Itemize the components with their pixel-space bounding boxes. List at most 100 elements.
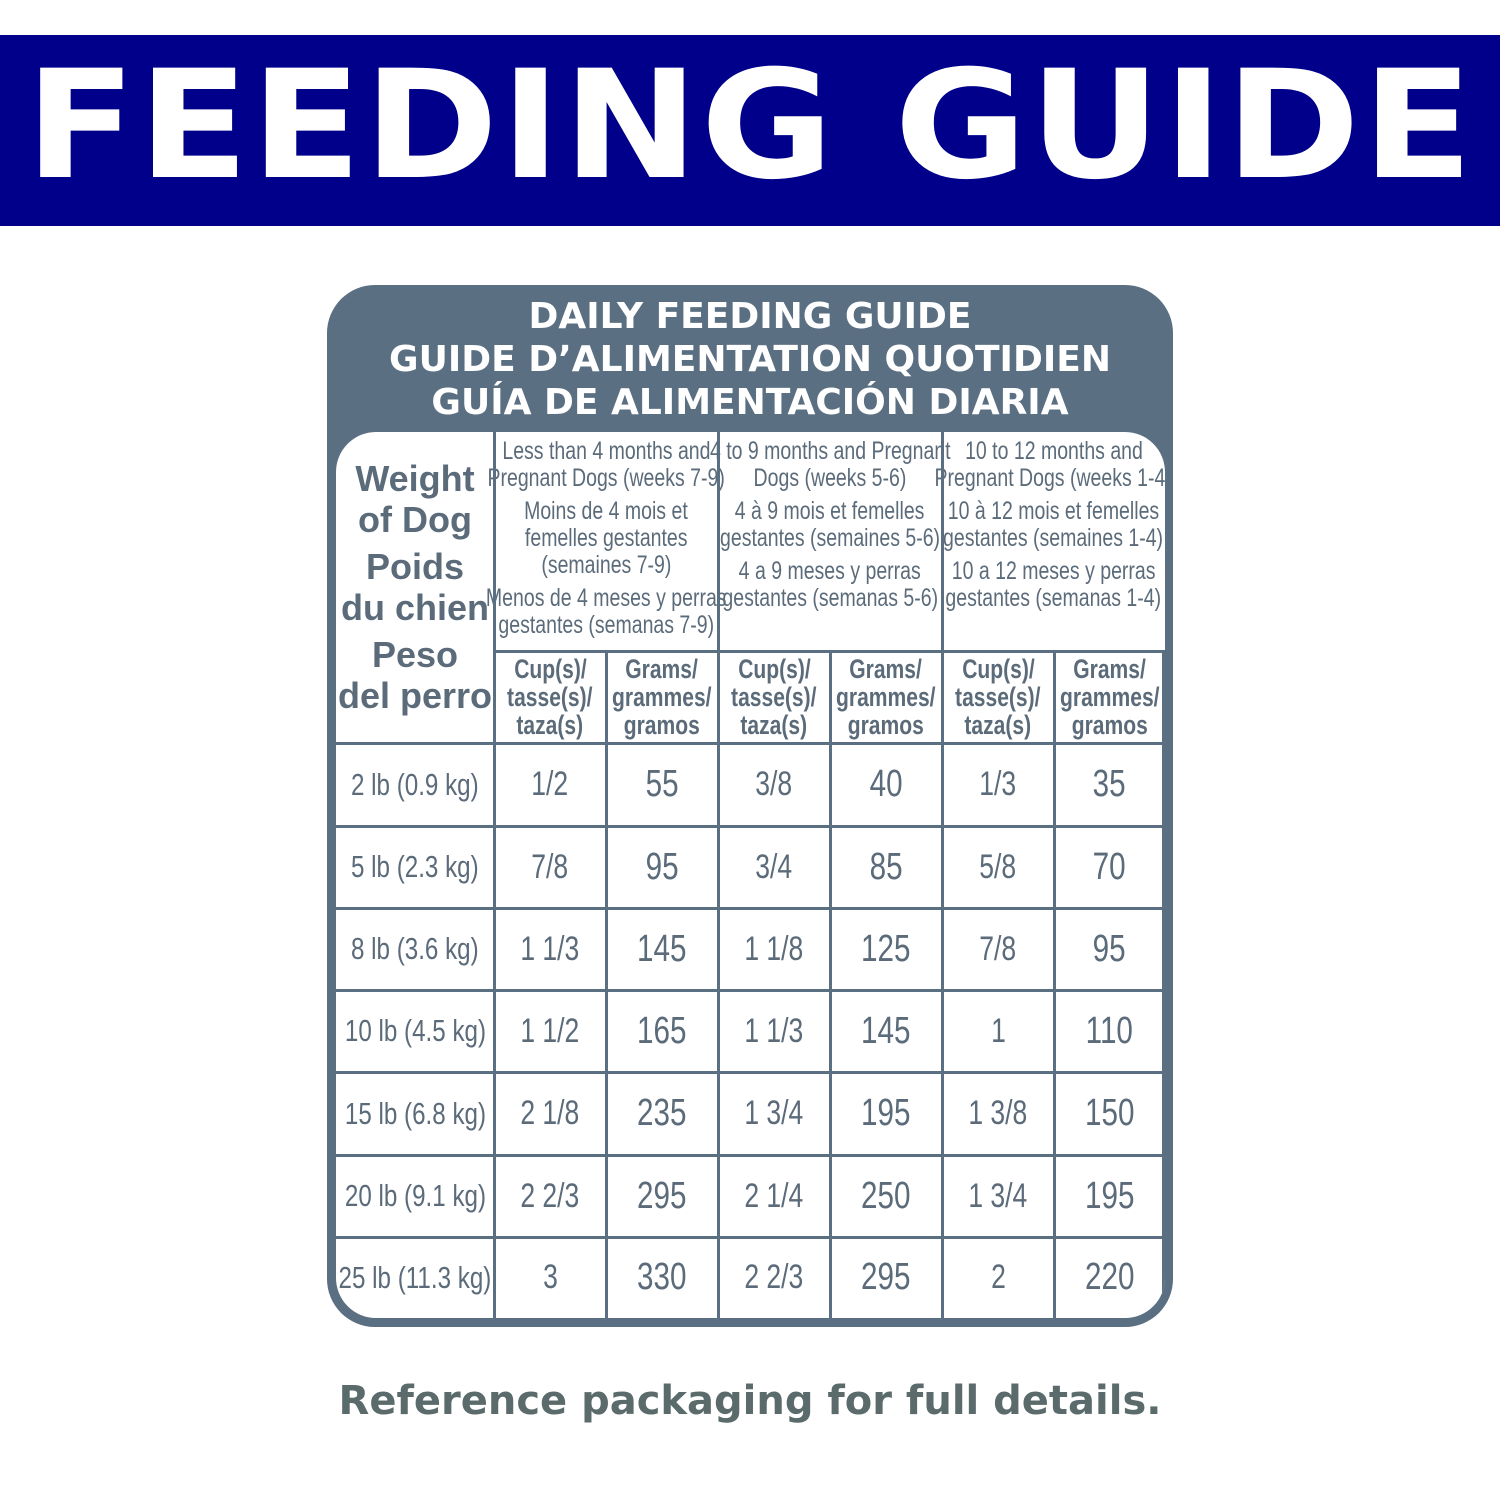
weight-cell: 8 lb (3.6 kg) — [336, 908, 494, 990]
unit-line: Cup(s)/ — [728, 655, 821, 683]
age-group-text: 10 to 12 months and — [964, 437, 1143, 465]
grams-value: 145 — [637, 927, 687, 970]
unit-text: Cup(s)/ — [961, 653, 1035, 684]
age-group-line: Less than 4 months and — [454, 438, 758, 465]
age-group-en: Less than 4 months and Pregnant Dogs (wee… — [454, 438, 758, 492]
weight-value: 20 lb (9.1 kg) — [344, 1178, 486, 1213]
grams-value: 250 — [861, 1174, 911, 1217]
cups-value: 5/8 — [979, 847, 1017, 886]
grams-unit-header: Grams/grammes/gramos — [606, 650, 718, 743]
grams-cell: 40 — [830, 743, 942, 826]
weight-header-line: Peso — [371, 633, 459, 675]
grams-value: 195 — [861, 1092, 911, 1134]
cups-unit-header: Cup(s)/tasse(s)/taza(s) — [494, 650, 606, 743]
age-group-es: 4 a 9 meses y perras gestantes (semanas 5… — [692, 558, 969, 612]
cups-cell: 1/3 — [942, 743, 1054, 826]
unit-text: gramos — [1071, 709, 1148, 740]
age-group-line: 4 to 9 months and Pregnant — [676, 438, 985, 465]
weight-of-dog-header: Weight of Dog Poids du chien Peso del perro — [336, 432, 494, 743]
grams-value: 40 — [869, 763, 903, 805]
cups-cell: 1/2 — [494, 743, 606, 826]
row-divider — [336, 989, 1165, 992]
age-group-line: gestantes (semaines 5-6) — [689, 525, 971, 552]
weight-header-group: Peso del perro — [338, 634, 492, 716]
cups-value: 1 — [990, 1011, 1006, 1050]
grams-cell: 95 — [606, 826, 718, 908]
age-group-header: Less than 4 months and Pregnant Dogs (wee… — [486, 432, 727, 650]
cups-cell: 1 3/4 — [718, 1072, 830, 1155]
grams-value: 195 — [1084, 1174, 1135, 1217]
cups-cell: 2 2/3 — [718, 1237, 830, 1318]
cups-cell: 1 1/3 — [494, 908, 606, 990]
grams-cell: 95 — [1054, 908, 1165, 990]
weight-value: 10 lb (4.5 kg) — [344, 1013, 486, 1048]
grams-cell: 70 — [1054, 826, 1165, 908]
age-group-line: gestantes (semanas 1-4) — [915, 585, 1165, 612]
banner-title: FEEDING GUIDE — [25, 38, 1475, 213]
weight-value: 8 lb (3.6 kg) — [351, 931, 479, 966]
unit-text: gramos — [847, 709, 925, 740]
weight-cell: 25 lb (11.3 kg) — [336, 1237, 494, 1318]
age-group-line: gestantes (semaines 1-4) — [912, 525, 1165, 552]
unit-line: Grams/ — [1063, 655, 1156, 683]
cups-value: 1 1/3 — [520, 929, 580, 968]
age-group-fr: 4 à 9 mois et femelles gestantes (semaine… — [689, 498, 971, 552]
grams-cell: 35 — [1054, 743, 1165, 826]
age-group-text: Moins de 4 mois et — [524, 497, 688, 525]
grams-value: 55 — [645, 763, 679, 805]
cups-value: 1/2 — [531, 765, 569, 803]
grams-cell: 220 — [1054, 1237, 1165, 1318]
unit-text: Grams/ — [849, 653, 923, 684]
grams-cell: 295 — [830, 1237, 942, 1318]
column-divider — [493, 432, 496, 1318]
weight-header-group: Weight of Dog — [355, 458, 474, 540]
weight-cell: 2 lb (0.9 kg) — [336, 743, 494, 826]
grams-cell: 150 — [1054, 1072, 1165, 1155]
cups-cell: 1 3/4 — [942, 1155, 1054, 1237]
feeding-guide-banner: FEEDING GUIDE — [0, 35, 1500, 226]
unit-line: tasse(s)/ — [719, 683, 829, 711]
table-title-en: DAILY FEEDING GUIDE — [528, 296, 972, 337]
column-divider — [605, 650, 608, 1318]
cups-value: 1 3/4 — [744, 1094, 804, 1132]
cups-value: 2 2/3 — [520, 1176, 580, 1215]
cups-value: 1 1/8 — [744, 929, 804, 968]
age-group-text: 10 à 12 mois et femelles — [947, 497, 1160, 525]
age-group-text: Dogs (weeks 5-6) — [753, 464, 907, 492]
age-group-header: 10 to 12 months and Pregnant Dogs (weeks … — [935, 432, 1165, 650]
cups-cell: 2 1/4 — [718, 1155, 830, 1237]
unit-text: grammes/ — [836, 681, 936, 712]
cups-cell: 7/8 — [494, 826, 606, 908]
age-group-text: Menos de 4 meses y perras — [485, 584, 727, 612]
cups-cell: 1 3/8 — [942, 1072, 1054, 1155]
grams-value: 70 — [1093, 845, 1126, 888]
weight-cell: 5 lb (2.3 kg) — [336, 826, 494, 908]
cups-value: 1 3/4 — [968, 1176, 1028, 1215]
age-group-text: femelles gestantes — [524, 524, 688, 552]
unit-text: Grams/ — [1073, 653, 1146, 684]
weight-cell: 20 lb (9.1 kg) — [336, 1155, 494, 1237]
cups-cell: 1 1/3 — [718, 990, 830, 1072]
age-group-line: gestantes (semanas 5-6) — [692, 585, 969, 612]
age-group-text: 10 a 12 meses y perras — [951, 557, 1156, 585]
unit-text: gramos — [623, 709, 701, 740]
age-group-text: Less than 4 months and — [501, 437, 711, 465]
cups-cell: 3 — [494, 1237, 606, 1318]
age-group-text: Pregnant Dogs (weeks 1-4) — [934, 464, 1165, 492]
age-group-line: 10 a 12 meses y perras — [915, 558, 1165, 585]
unit-line: grammes/ — [822, 683, 950, 711]
age-group-es: Menos de 4 meses y perras gestantes (sema… — [452, 585, 760, 639]
row-divider — [336, 742, 1165, 745]
grams-cell: 195 — [1054, 1155, 1165, 1237]
age-group-text: gestantes (semanas 1-4) — [945, 584, 1162, 612]
table-title-es: GUÍA DE ALIMENTACIÓN DIARIA — [431, 382, 1069, 423]
cups-value: 1/3 — [979, 765, 1017, 803]
grams-cell: 55 — [606, 743, 718, 826]
age-group-fr: Moins de 4 mois et femelles gestantes (sem… — [501, 498, 711, 579]
weight-cell: 15 lb (6.8 kg) — [336, 1072, 494, 1155]
grams-cell: 125 — [830, 908, 942, 990]
age-group-text: 4 à 9 mois et femelles — [735, 497, 925, 525]
age-group-line: 4 a 9 meses y perras — [692, 558, 969, 585]
grams-value: 330 — [637, 1256, 687, 1298]
grams-unit-header: Grams/grammes/gramos — [1054, 650, 1165, 743]
